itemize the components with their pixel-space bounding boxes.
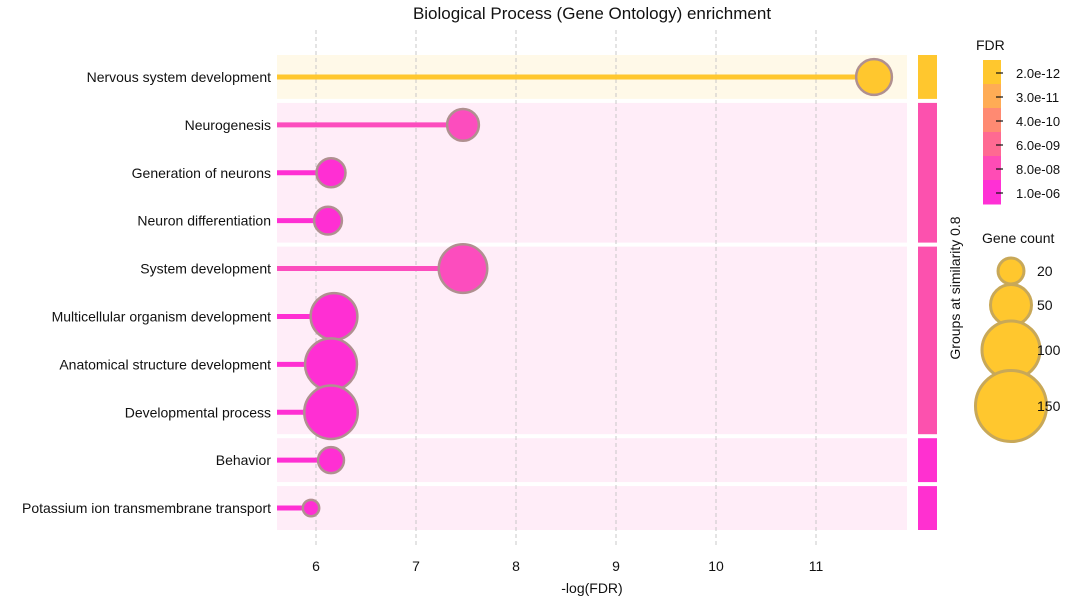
size-legend-label: 20: [1037, 263, 1053, 279]
size-legend-circle-50: [988, 282, 1034, 328]
term-label: Neurogenesis: [185, 117, 271, 133]
fdr-tick-label: 2.0e-12: [1016, 66, 1060, 81]
group-bar-2: [918, 102, 937, 243]
fdr-swatch-0: [983, 60, 1001, 85]
fdr-tick-label: 1.0e-06: [1016, 186, 1060, 201]
group-band-5: [277, 486, 907, 530]
size-legend-label: 50: [1037, 297, 1053, 313]
dot-2: [315, 157, 347, 189]
x-tick-label: 6: [312, 558, 320, 574]
x-axis-label: -log(FDR): [561, 580, 622, 596]
term-label: Neuron differentiation: [137, 213, 271, 229]
dot-1: [445, 107, 481, 142]
x-tick-label: 8: [512, 558, 520, 574]
x-tick-label: 7: [412, 558, 420, 574]
dot-5: [309, 291, 359, 342]
size-legend-circle-20: [996, 256, 1026, 286]
dot-4: [437, 243, 489, 295]
fdr-swatch-2: [983, 108, 1001, 133]
fdr-swatch-3: [983, 132, 1001, 157]
dot-6: [303, 337, 359, 392]
fdr-tick-label: 8.0e-08: [1016, 162, 1060, 177]
dot-0: [854, 57, 894, 97]
term-label: Potassium ion transmembrane transport: [22, 500, 271, 516]
fdr-tick-label: 6.0e-09: [1016, 138, 1060, 153]
fdr-tick-label: 4.0e-10: [1016, 114, 1060, 129]
group-bar-5: [918, 486, 937, 530]
size-legend-label: 100: [1037, 342, 1061, 358]
x-tick-label: 9: [612, 558, 620, 574]
dot-7: [303, 384, 359, 441]
term-label: Anatomical structure development: [59, 356, 271, 372]
group-bar-4: [918, 438, 937, 483]
group-band-4: [277, 438, 907, 483]
term-label: Developmental process: [125, 404, 271, 420]
term-label: Generation of neurons: [132, 165, 271, 181]
term-label: Nervous system development: [87, 69, 272, 85]
x-tick-label: 11: [809, 558, 824, 574]
dot-3: [312, 205, 344, 236]
term-label: Multicellular organism development: [52, 308, 272, 324]
dot-8: [316, 445, 346, 475]
group-band-3: [277, 246, 907, 435]
size-legend-circle-150: [973, 368, 1049, 444]
x-tick-label: 10: [708, 558, 724, 574]
chart-title: Biological Process (Gene Ontology) enric…: [413, 4, 771, 23]
term-label: System development: [140, 261, 271, 277]
size-legend-title: Gene count: [982, 230, 1054, 246]
fdr-tick-label: 3.0e-11: [1016, 90, 1059, 105]
group-bar-3: [918, 246, 937, 435]
dot-9: [301, 498, 321, 518]
fdr-legend-title: FDR: [976, 37, 1005, 53]
fdr-swatch-1: [983, 84, 1001, 109]
group-bar-1: [918, 55, 937, 99]
size-legend-label: 150: [1037, 398, 1061, 414]
fdr-swatch-4: [983, 156, 1001, 181]
group-axis-label: Groups at similarity 0.8: [947, 216, 963, 359]
fdr-swatch-5: [983, 180, 1001, 205]
term-label: Behavior: [216, 452, 272, 468]
